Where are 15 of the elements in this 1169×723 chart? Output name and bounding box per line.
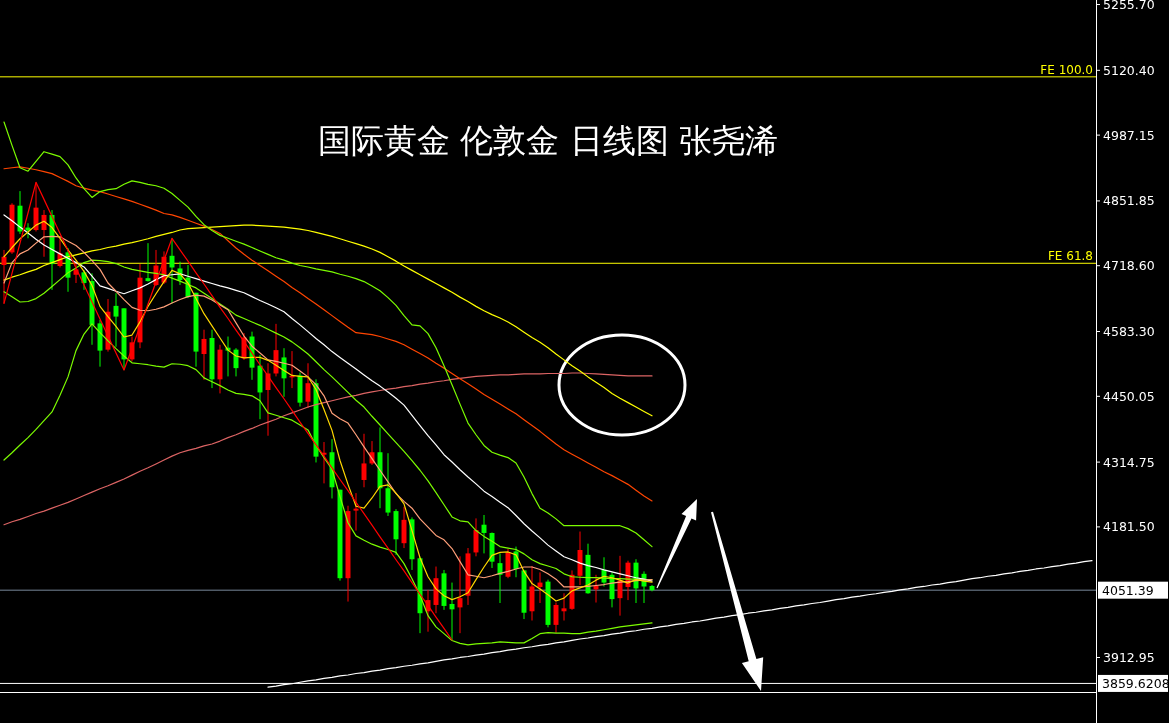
y-tick-label: 5120.40	[1103, 62, 1155, 78]
y-tick-label: 4851.85	[1103, 193, 1155, 209]
ref-line-label: FE 100.0	[1040, 62, 1093, 77]
ref-line-label: 3859.6208	[1102, 675, 1169, 691]
y-tick-label: 4987.15	[1103, 127, 1155, 143]
y-tick-label: 3912.95	[1103, 650, 1155, 665]
y-tick-label: 4314.75	[1103, 454, 1155, 470]
y-tick-label: 4718.60	[1103, 258, 1155, 274]
ref-line-label: FE 61.8	[1047, 249, 1093, 264]
y-tick-label: 4450.05	[1103, 388, 1155, 404]
y-tick-label: 4181.50	[1103, 519, 1155, 535]
y-tick-label: 5255.70	[1103, 0, 1155, 12]
ref-line-label: 4051.39	[1102, 582, 1154, 598]
y-tick-label: 4583.30	[1103, 324, 1155, 339]
title: 国际黄金 伦敦金 日线图 张尧浠	[317, 121, 779, 160]
